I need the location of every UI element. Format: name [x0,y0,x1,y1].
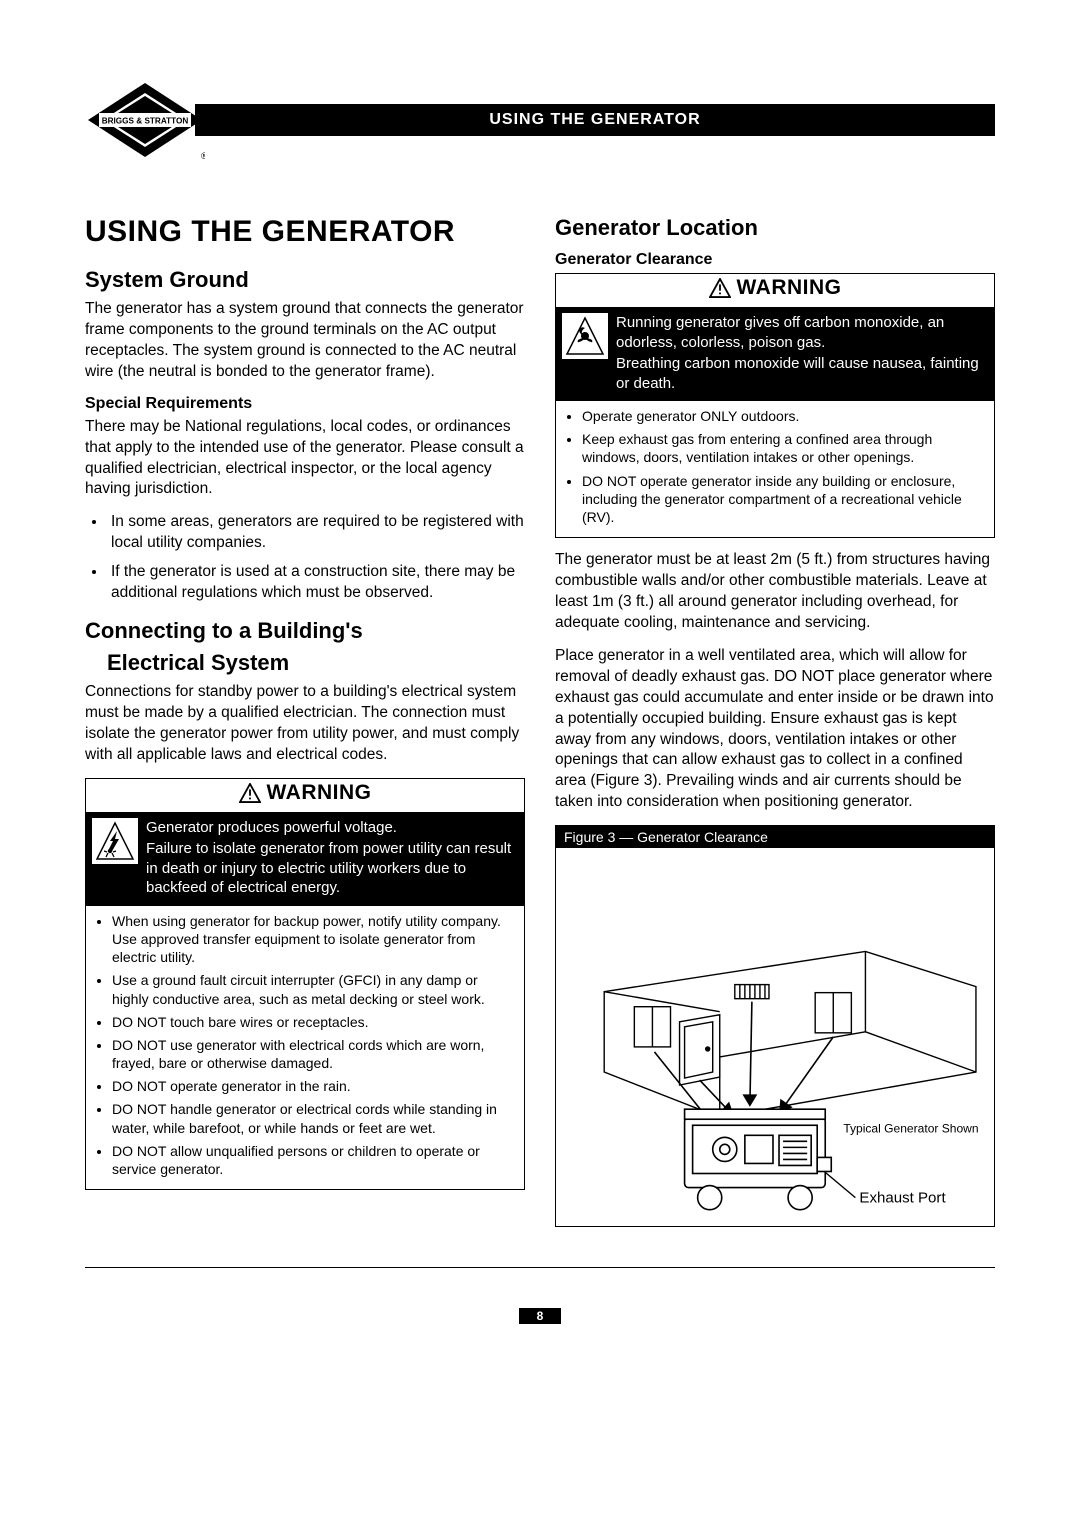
list-special-req: In some areas, generators are required t… [85,512,525,604]
svg-text:Typical Generator Shown: Typical Generator Shown [843,1121,978,1135]
para-special-req: There may be National regulations, local… [85,417,525,501]
heading-system-ground: System Ground [85,267,525,293]
para-clearance-1: The generator must be at least 2m (5 ft.… [555,550,995,634]
page-footer: 8 [85,1267,995,1324]
header-section-title: USING THE GENERATOR [195,104,995,136]
svg-text:®: ® [201,151,205,160]
right-column: Generator Location Generator Clearance W… [555,215,995,1227]
heading-connecting-l1: Connecting to a Building's [85,618,525,644]
heading-special-req: Special Requirements [85,395,525,413]
heading-location: Generator Location [555,215,995,241]
list-item: Keep exhaust gas from entering a confine… [582,430,984,466]
list-item: DO NOT operate generator in the rain. [112,1077,514,1095]
svg-text:Exhaust Port: Exhaust Port [859,1190,946,1207]
page-header: BRIGGS & STRATTON ® USING THE GENERATOR [85,80,995,160]
figure-caption: Figure 3 — Generator Clearance [556,826,994,848]
warning-box-co: WARNING Running generator [555,273,995,538]
page-number: 8 [519,1308,561,1324]
warning-title: WARNING [239,781,372,805]
page-title: USING THE GENERATOR [85,215,525,249]
heading-clearance: Generator Clearance [555,251,995,269]
toxic-fumes-icon [562,313,608,359]
para-connecting: Connections for standby power to a build… [85,682,525,766]
heading-connecting-l2: Electrical System [85,650,525,676]
list-item: When using generator for backup power, n… [112,912,514,967]
list-item: DO NOT use generator with electrical cor… [112,1036,514,1072]
warning-bullets: Operate generator ONLY outdoors. Keep ex… [556,401,994,537]
left-column: USING THE GENERATOR System Ground The ge… [85,215,525,1227]
list-item: In some areas, generators are required t… [107,512,525,554]
list-item: DO NOT touch bare wires or receptacles. [112,1013,514,1031]
svg-text:BRIGGS & STRATTON: BRIGGS & STRATTON [102,117,189,126]
para-clearance-2: Place generator in a well ventilated are… [555,646,995,813]
warning-box-voltage: WARNING Generator produces powerful volt [85,778,525,1190]
figure-3: Figure 3 — Generator Clearance [555,825,995,1227]
warning-bullets: When using generator for backup power, n… [86,906,524,1189]
list-item: DO NOT allow unqualified persons or chil… [112,1142,514,1178]
alert-triangle-icon [239,783,261,803]
electrocution-hazard-icon [92,818,138,864]
list-item: Use a ground fault circuit interrupter (… [112,971,514,1007]
list-item: Operate generator ONLY outdoors. [582,407,984,425]
alert-triangle-icon [709,278,731,298]
warning-subtext: Breathing carbon monoxide will cause nau… [616,354,984,393]
list-item: DO NOT operate generator inside any buil… [582,472,984,527]
para-system-ground: The generator has a system ground that c… [85,299,525,383]
brand-logo: BRIGGS & STRATTON ® [85,80,205,160]
warning-title: WARNING [709,276,842,300]
list-item: DO NOT handle generator or electrical co… [112,1100,514,1136]
clearance-diagram: Typical Generator Shown Exhaust Port [564,856,986,1218]
warning-headline: Running generator gives off carbon monox… [616,313,984,352]
list-item: If the generator is used at a constructi… [107,562,525,604]
warning-subtext: Failure to isolate generator from power … [146,839,514,898]
warning-headline: Generator produces powerful voltage. [146,818,514,838]
